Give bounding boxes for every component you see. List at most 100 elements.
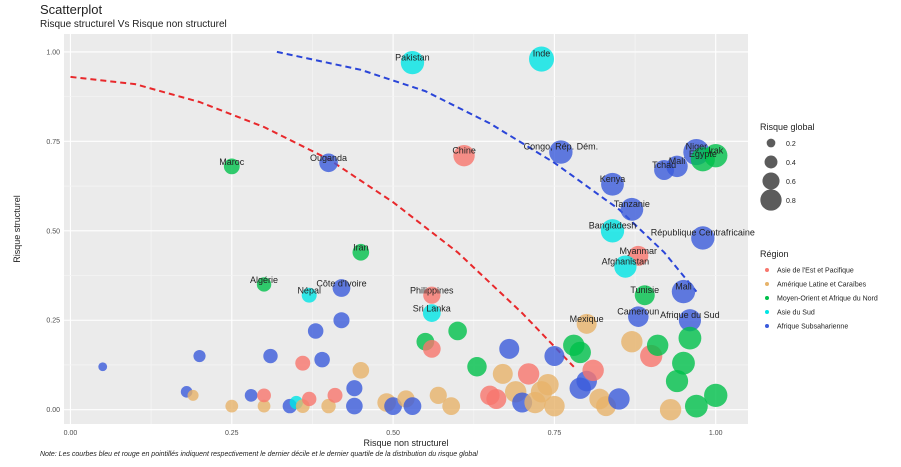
data-point (295, 355, 311, 371)
color-legend-key (765, 310, 769, 314)
data-point (307, 323, 324, 339)
y-tick-label: 0.50 (46, 228, 60, 235)
data-point (620, 197, 644, 221)
data-point (193, 349, 206, 363)
size-legend-key (760, 189, 782, 211)
chart-title: Scatterplot (40, 2, 103, 17)
point-label: Afghanistan (602, 256, 650, 266)
data-point (256, 277, 272, 292)
color-legend-title: Région (760, 249, 789, 259)
x-tick-label: 0.25 (225, 430, 239, 437)
point-label: Maroc (219, 157, 245, 167)
x-tick-label: 0.50 (386, 430, 400, 437)
data-point (352, 243, 370, 261)
size-legend-key (764, 155, 778, 169)
point-label: Tchad (652, 160, 676, 170)
data-points (98, 46, 728, 421)
point-label: Cameroun (617, 307, 659, 317)
size-legend-key (762, 172, 780, 190)
data-point (671, 279, 696, 304)
point-label: Tanzanie (614, 199, 650, 209)
data-point (333, 312, 350, 329)
size-legend-label: 0.4 (786, 160, 796, 167)
data-point (628, 306, 649, 327)
data-point (492, 363, 513, 384)
data-point (544, 346, 565, 367)
point-label: Ouganda (310, 153, 347, 163)
axis-ticks: 0.00 0.25 0.50 0.75 1.00 0.00 0.25 0.50 0.75 1.00 (46, 49, 722, 437)
data-point (314, 351, 330, 368)
data-point (422, 304, 441, 322)
data-point (422, 339, 441, 358)
y-tick-label: 0.25 (46, 318, 60, 325)
color-legend-key (765, 268, 769, 272)
data-point (665, 369, 689, 393)
color-legend-key (765, 282, 769, 286)
point-label: Philippines (410, 285, 454, 295)
data-point (423, 286, 441, 304)
data-point (600, 219, 625, 243)
color-legend-key (765, 324, 769, 328)
data-point (429, 386, 447, 404)
data-point (319, 153, 338, 173)
color-legend-label: Asie du Sud (777, 310, 815, 317)
size-legend-label: 0.6 (786, 179, 796, 186)
data-point (569, 341, 591, 364)
size-legend-label: 0.8 (786, 198, 796, 205)
data-point (537, 373, 559, 396)
data-point (621, 331, 643, 353)
data-point (582, 359, 604, 382)
data-point (332, 279, 351, 297)
data-point (678, 309, 702, 332)
point-label: Tunisie (630, 285, 659, 295)
size-legend-title: Risque global (760, 122, 815, 132)
point-label: Congo, Rép. Dém. (524, 142, 599, 152)
x-tick-label: 1.00 (709, 430, 723, 437)
color-legend-label: Amérique Latine et Caraïbes (777, 282, 867, 289)
point-labels: Pakistan Inde Maroc Ouganda Chine Congo, Rép.… (219, 49, 755, 324)
point-label: Kenya (600, 174, 626, 184)
data-point (601, 172, 624, 196)
data-point (659, 398, 682, 421)
point-label: Afrique du Sud (660, 310, 720, 320)
data-point (223, 158, 240, 175)
data-point (321, 398, 336, 414)
data-point (646, 334, 669, 356)
chart-note: Note: Les courbes bleu et rouge en point… (40, 451, 478, 458)
data-point (448, 321, 467, 341)
data-point (346, 397, 363, 415)
y-axis-title: Risque structurel (12, 195, 22, 263)
data-point (654, 159, 675, 180)
data-point (691, 226, 715, 250)
x-tick-label: 0.00 (64, 430, 78, 437)
data-point (244, 389, 258, 402)
size-legend-key (766, 138, 776, 148)
data-point (403, 397, 422, 415)
color-legend-label: Moyen-Orient et Afrique du Nord (777, 296, 878, 303)
point-label: Côte d'Ivoire (316, 278, 366, 288)
point-label: Niger (686, 141, 708, 151)
point-label: Egypte (689, 149, 717, 159)
color-legend-label: Asie de l'Est et Pacifique (777, 268, 854, 275)
plot-panel (64, 34, 748, 424)
data-point (187, 389, 199, 401)
data-point (327, 387, 343, 403)
data-point (302, 391, 317, 407)
point-label: Iran (353, 243, 369, 253)
point-label: République Centrafricaine (651, 228, 755, 238)
data-point (704, 383, 728, 408)
x-axis-title: Risque non structurel (363, 438, 448, 448)
data-point (442, 397, 461, 415)
point-label: Mali (675, 281, 692, 291)
data-point (634, 285, 655, 306)
data-point (499, 338, 520, 359)
data-point (486, 388, 507, 409)
color-legend: Région Asie de l'Est et Pacifique Amériqu… (760, 249, 878, 331)
data-point (346, 380, 363, 397)
data-point (453, 144, 475, 167)
data-point (384, 397, 402, 415)
data-point (690, 147, 715, 172)
data-point (257, 388, 271, 403)
data-point (263, 348, 278, 364)
